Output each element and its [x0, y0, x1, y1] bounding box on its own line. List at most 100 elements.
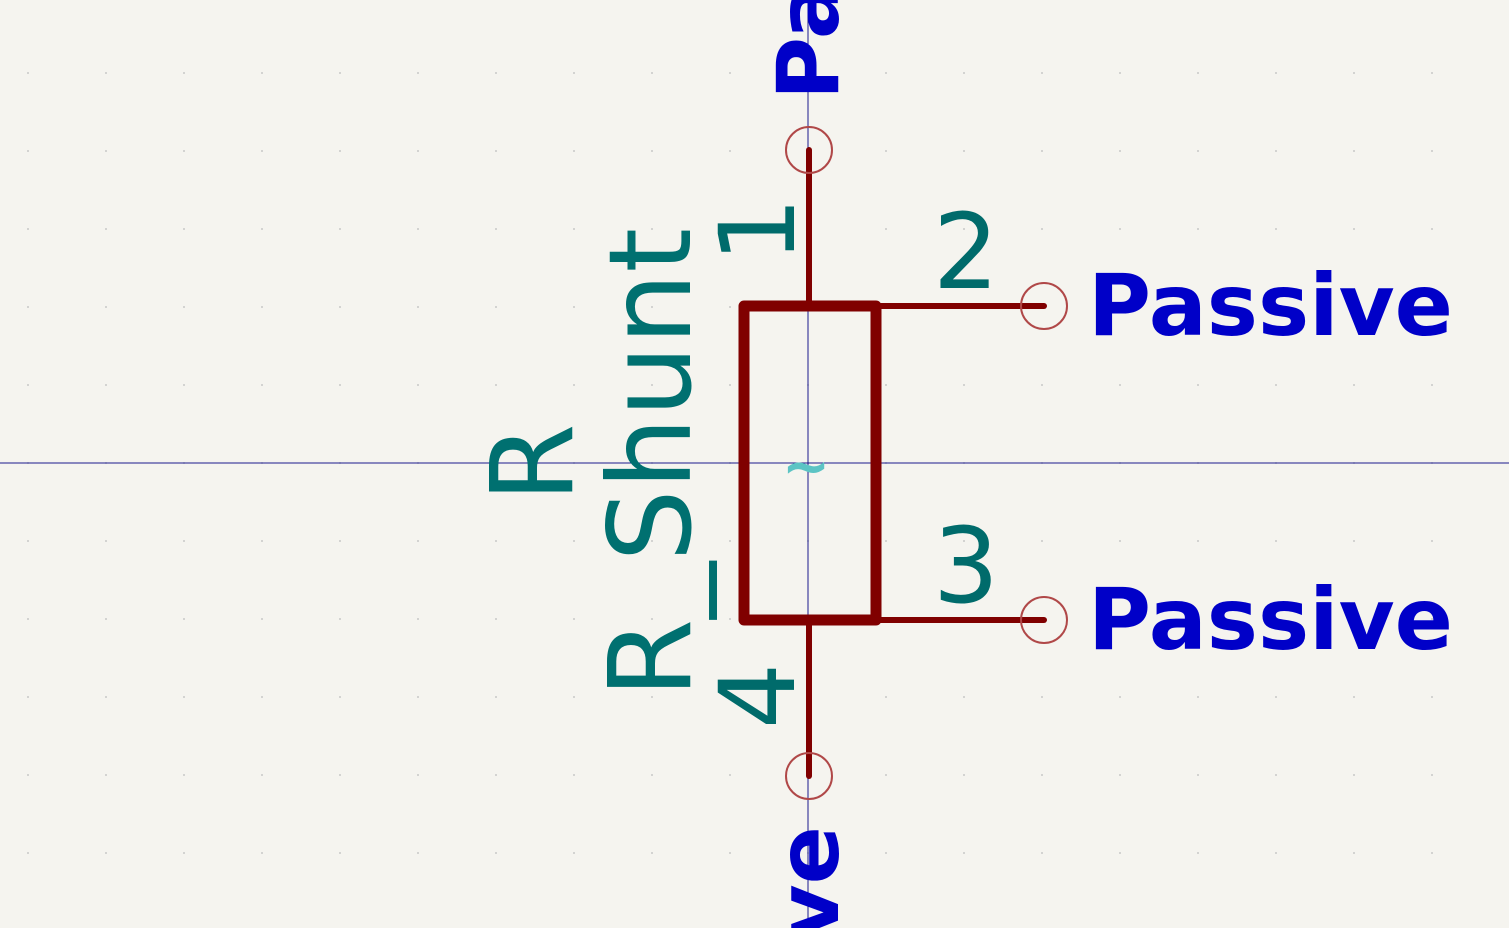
grid-dot [1041, 72, 1043, 74]
grid-dot [261, 150, 263, 152]
grid-dot [495, 150, 497, 152]
grid-dot [339, 540, 341, 542]
grid-dot [495, 306, 497, 308]
symbol-value[interactable]: R_Shunt [584, 228, 717, 698]
grid-dot [963, 228, 965, 230]
resistor-body[interactable] [738, 300, 882, 626]
grid-dot [1431, 618, 1433, 620]
grid-dot [573, 540, 575, 542]
grid-dot [573, 72, 575, 74]
grid-dot [1275, 72, 1277, 74]
grid-dot [1197, 306, 1199, 308]
grid-dot [1119, 384, 1121, 386]
grid-dot [1431, 696, 1433, 698]
grid-dot [1197, 150, 1199, 152]
grid-dot [1431, 384, 1433, 386]
grid-dot [417, 540, 419, 542]
grid-dot [651, 306, 653, 308]
grid-dot [417, 72, 419, 74]
grid-dot [1197, 774, 1199, 776]
pin-3-end-circle[interactable] [1020, 596, 1068, 644]
grid-dot [105, 852, 107, 854]
grid-dot [183, 150, 185, 152]
grid-dot [339, 618, 341, 620]
grid-dot [1431, 852, 1433, 854]
grid-dot [729, 696, 731, 698]
grid-dot [963, 774, 965, 776]
pin-4[interactable]: 4 Passive [697, 617, 859, 928]
grid-dot [1431, 540, 1433, 542]
symbol-reference[interactable]: R [466, 423, 599, 502]
grid-dot [105, 774, 107, 776]
grid-dot [27, 228, 29, 230]
grid-dot [495, 228, 497, 230]
grid-dot [1197, 228, 1199, 230]
grid-dot [729, 306, 731, 308]
grid-dot [417, 618, 419, 620]
grid-dot [1431, 72, 1433, 74]
grid-dot [27, 384, 29, 386]
grid-dot [729, 540, 731, 542]
grid-dot [1431, 306, 1433, 308]
grid-dot [963, 852, 965, 854]
grid-dot [651, 150, 653, 152]
pin-1[interactable]: 1 Passive [697, 0, 859, 309]
grid-dot [1119, 72, 1121, 74]
pin-4-end-circle[interactable] [785, 752, 833, 800]
grid-dot [183, 852, 185, 854]
grid-dot [1275, 618, 1277, 620]
grid-dot [27, 774, 29, 776]
grid-dot [495, 72, 497, 74]
grid-dot [651, 228, 653, 230]
grid-dot [885, 384, 887, 386]
grid-dot [27, 540, 29, 542]
grid-dot [1041, 774, 1043, 776]
grid-dot [1041, 384, 1043, 386]
grid-dot [417, 774, 419, 776]
grid-dot [963, 384, 965, 386]
grid-dot [105, 696, 107, 698]
grid-dot [183, 618, 185, 620]
grid-dot [651, 852, 653, 854]
grid-dot [573, 696, 575, 698]
pin-2-end-circle[interactable] [1020, 282, 1068, 330]
grid-dot [417, 852, 419, 854]
grid-dot [1353, 852, 1355, 854]
pin-3-number: 3 [933, 505, 999, 627]
grid-dot [1353, 618, 1355, 620]
grid-dot [1041, 540, 1043, 542]
grid-dot [651, 72, 653, 74]
grid-dot [573, 150, 575, 152]
grid-dot [651, 384, 653, 386]
grid-dot [1119, 774, 1121, 776]
grid-dot [339, 384, 341, 386]
grid-dot [885, 540, 887, 542]
grid-dot [1353, 72, 1355, 74]
pin-1-type: Passive [759, 0, 859, 100]
grid-dot [1431, 228, 1433, 230]
grid-dot [1197, 852, 1199, 854]
grid-dot [885, 696, 887, 698]
grid-dot [963, 72, 965, 74]
grid-dot [105, 228, 107, 230]
grid-dot [495, 540, 497, 542]
grid-dot [651, 774, 653, 776]
grid-dot [105, 306, 107, 308]
pin-3[interactable]: 3 Passive [873, 505, 1453, 670]
grid-dot [105, 540, 107, 542]
grid-dot [1275, 150, 1277, 152]
grid-dot [183, 306, 185, 308]
pin-2[interactable]: 2 Passive [873, 191, 1453, 356]
grid-dot [495, 852, 497, 854]
grid-dot [573, 852, 575, 854]
grid-dot [261, 852, 263, 854]
grid-dot [495, 696, 497, 698]
grid-dot [885, 150, 887, 152]
grid-dot [339, 774, 341, 776]
grid-dot [339, 306, 341, 308]
pin-1-end-circle[interactable] [785, 126, 833, 174]
grid-dot [183, 384, 185, 386]
grid-dot [417, 306, 419, 308]
grid-dot [1197, 540, 1199, 542]
